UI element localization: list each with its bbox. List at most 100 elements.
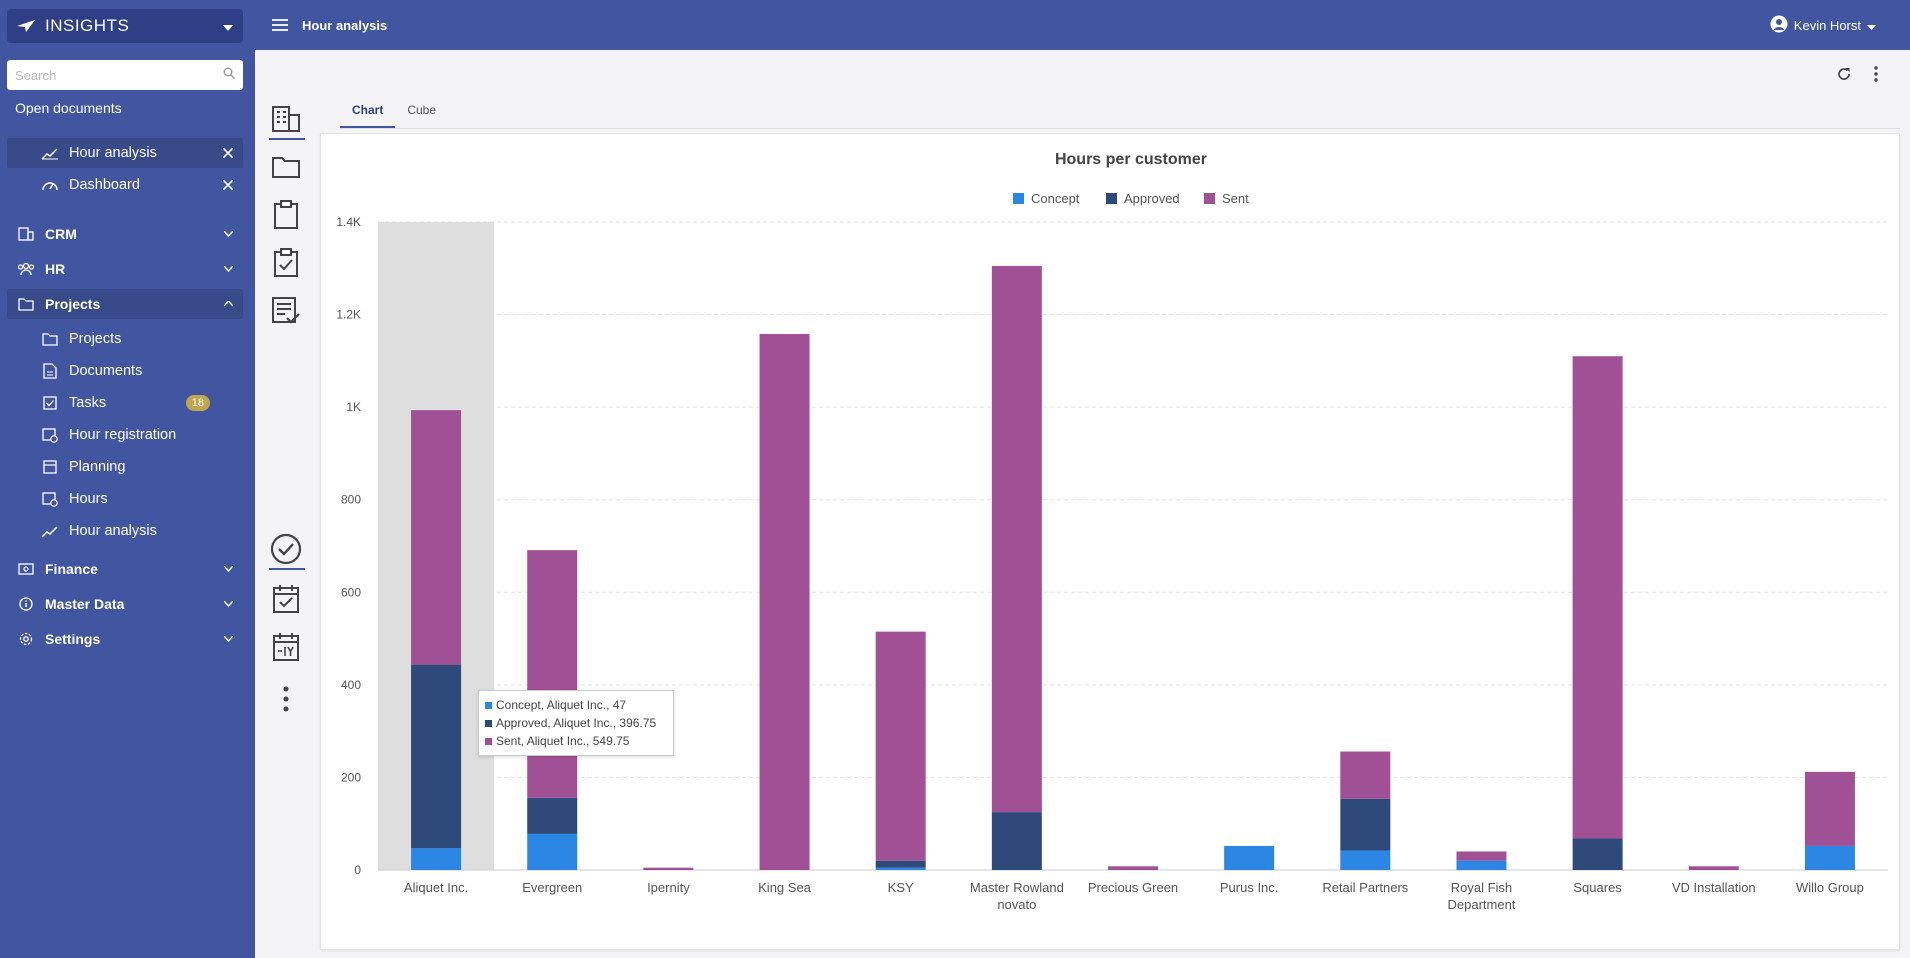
- x-tick-label: Master Rowland: [970, 880, 1064, 895]
- clipboard-check-view-icon[interactable]: [269, 246, 303, 280]
- nav-group-label: Finance: [45, 561, 98, 577]
- page-title: Hour analysis: [302, 17, 388, 33]
- x-tick-label: novato: [997, 897, 1036, 912]
- nav-group-settings[interactable]: Settings: [7, 624, 243, 654]
- user-avatar-icon: [1770, 15, 1788, 36]
- clipboard-view-icon[interactable]: [269, 198, 303, 232]
- tab-chart[interactable]: Chart: [340, 100, 396, 128]
- more-vertical-icon[interactable]: [1874, 66, 1878, 87]
- nav-item-documents[interactable]: Documents: [7, 356, 243, 386]
- bar-segment: [1688, 866, 1739, 870]
- chevron-down-icon: [224, 636, 233, 642]
- nav-item-projects[interactable]: Projects: [7, 324, 243, 354]
- refresh-icon[interactable]: [1836, 66, 1852, 87]
- nav-group-label: HR: [45, 261, 66, 277]
- hamburger-menu-icon[interactable]: [272, 19, 288, 31]
- nav-group-finance[interactable]: Finance: [7, 554, 243, 584]
- calendar-clock-icon: [39, 427, 61, 443]
- check-circle-icon[interactable]: [269, 532, 303, 566]
- open-doc-label: Dashboard: [69, 177, 140, 193]
- nav-item-label: Hour analysis: [69, 523, 157, 539]
- bar-segment: [527, 550, 578, 798]
- building-view-icon[interactable]: [269, 102, 303, 136]
- x-tick-label: Aliquet Inc.: [404, 880, 468, 895]
- chevron-down-icon: [224, 266, 233, 272]
- bar-segment: [991, 265, 1042, 813]
- tooltip-line: Approved, Aliquet Inc., 396.75: [485, 714, 667, 732]
- bar-segment: [1340, 798, 1391, 851]
- view-tabs: Chart Cube: [340, 100, 448, 128]
- open-doc-label: Hour analysis: [69, 145, 157, 161]
- chart-title: Hours per customer: [1055, 151, 1207, 168]
- brand-switcher[interactable]: INSIGHTS: [7, 9, 243, 43]
- calendar-clock-icon: [39, 491, 61, 507]
- nav-group-label: Master Data: [45, 596, 125, 612]
- folder-icon: [15, 297, 37, 311]
- nav-item-label: Planning: [69, 459, 126, 475]
- nav-item-label: Hour registration: [69, 427, 177, 443]
- bar-segment: [1224, 845, 1275, 870]
- x-tick-label: Purus Inc.: [1220, 880, 1279, 895]
- nav-group-master-data[interactable]: Master Data: [7, 589, 243, 619]
- y-tick-label: 1.4K: [336, 215, 361, 229]
- x-tick-label: Ipernity: [647, 880, 690, 895]
- top-bar: Hour analysis Kevin Horst: [255, 0, 1910, 50]
- search-icon[interactable]: [223, 66, 235, 84]
- search-box[interactable]: [7, 60, 243, 90]
- bar-segment: [643, 867, 694, 870]
- bar-segment: [411, 410, 462, 665]
- chevron-down-icon: [224, 601, 233, 607]
- y-tick-label: 0: [354, 863, 361, 877]
- bar-segment: [1804, 771, 1855, 846]
- chevron-up-icon: [224, 301, 233, 307]
- bar-segment: [759, 334, 810, 870]
- open-doc-hour-analysis[interactable]: Hour analysis: [7, 138, 243, 168]
- y-tick-label: 200: [341, 770, 361, 784]
- nav-item-hours[interactable]: Hours: [7, 484, 243, 514]
- x-tick-label: Willo Group: [1796, 880, 1864, 895]
- search-input[interactable]: [15, 67, 223, 83]
- calendar-check-icon[interactable]: [269, 582, 303, 616]
- y-tick-label: 1K: [346, 400, 361, 414]
- nav-group-hr[interactable]: HR: [7, 254, 243, 284]
- more-vertical-icon[interactable]: [269, 682, 303, 716]
- tooltip-text: Sent, Aliquet Inc., 549.75: [496, 734, 630, 748]
- nav-item-planning[interactable]: Planning: [7, 452, 243, 482]
- close-icon[interactable]: [223, 148, 233, 158]
- gear-icon: [15, 632, 37, 646]
- legend-label: Approved: [1124, 191, 1180, 206]
- folder-icon: [39, 332, 61, 346]
- building-icon: [15, 227, 37, 241]
- bar-segment: [875, 860, 926, 868]
- open-doc-dashboard[interactable]: Dashboard: [7, 170, 243, 200]
- nav-group-crm[interactable]: CRM: [7, 219, 243, 249]
- user-menu[interactable]: Kevin Horst: [1770, 15, 1876, 36]
- legend-swatch: [1106, 193, 1117, 204]
- nav-item-hour-registration[interactable]: Hour registration: [7, 420, 243, 450]
- dashboard-icon: [39, 178, 61, 192]
- nav-item-label: Hours: [69, 491, 108, 507]
- nav-item-tasks[interactable]: Tasks 18: [7, 388, 243, 418]
- close-icon[interactable]: [223, 180, 233, 190]
- content-toolbar: [1836, 66, 1878, 87]
- calendar-minus-year-icon[interactable]: [269, 630, 303, 664]
- bar-segment: [875, 631, 926, 861]
- nav-group-projects[interactable]: Projects: [7, 289, 243, 319]
- checklist-view-icon[interactable]: [269, 294, 303, 328]
- nav-item-hour-analysis[interactable]: Hour analysis: [7, 516, 243, 546]
- x-tick-label: KSY: [888, 880, 914, 895]
- bar-segment: [1572, 356, 1623, 839]
- legend-label: Sent: [1222, 191, 1249, 206]
- folder-view-icon[interactable]: [269, 150, 303, 184]
- approved-swatch: [485, 719, 492, 727]
- caret-down-icon: [1867, 18, 1876, 33]
- bar-segment: [527, 797, 578, 834]
- x-tick-label: Squares: [1573, 880, 1622, 895]
- bar-segment: [991, 812, 1042, 870]
- sidebar: INSIGHTS Open documents Hour analysis Da…: [0, 0, 255, 958]
- tab-cube[interactable]: Cube: [407, 103, 437, 117]
- people-icon: [15, 262, 37, 276]
- stacked-bar-chart: Hours per customer Concept Approved Sent 0 20…: [336, 151, 1888, 912]
- x-tick-label: VD Installation: [1672, 880, 1756, 895]
- nav-group-label: Projects: [45, 296, 101, 312]
